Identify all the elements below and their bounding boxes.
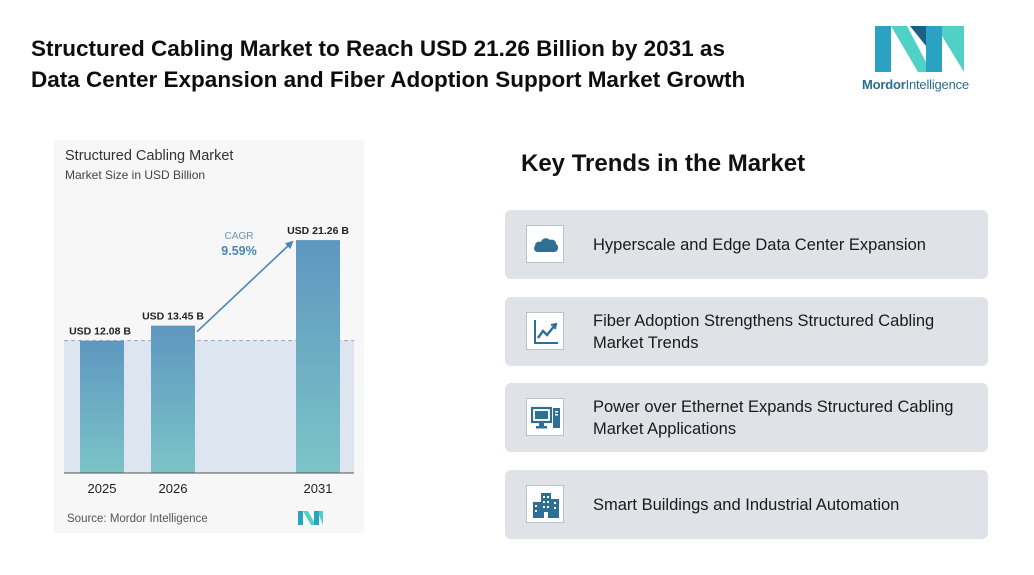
- cagr-value: 9.59%: [221, 244, 256, 258]
- mordor-intelligence-logo-icon: [875, 26, 964, 72]
- chart-subtitle: Market Size in USD Billion: [65, 168, 206, 182]
- trend-card-power-over-ethernet: Power over Ethernet Expands Structured C…: [505, 383, 988, 452]
- bar-2026: [151, 325, 195, 473]
- trend-label: Power over Ethernet Expands Structured C…: [593, 397, 954, 438]
- data-label-2026: USD 13.45 B: [142, 311, 204, 323]
- chart-title: Structured Cabling Market: [65, 148, 234, 164]
- logo-wordmark: MordorIntelligence: [862, 77, 969, 92]
- trend-card-fiber-adoption: Fiber Adoption Strengthens Structured Ca…: [505, 297, 988, 366]
- trend-label: Fiber Adoption Strengthens Structured Ca…: [593, 311, 935, 352]
- page-title-line-1: Structured Cabling Market to Reach USD 2…: [31, 36, 725, 61]
- page-title-line-2: Data Center Expansion and Fiber Adoption…: [31, 67, 746, 92]
- desktop-computer-icon: [526, 398, 564, 436]
- data-label-2031: USD 21.26 B: [287, 225, 349, 237]
- market-size-chart: Structured Cabling Market Market Size in…: [54, 140, 364, 533]
- buildings-icon: [526, 485, 564, 523]
- x-tick-2025: 2025: [88, 481, 117, 496]
- x-tick-2026: 2026: [159, 481, 188, 496]
- mini-logo-icon: [298, 511, 323, 525]
- trend-card-smart-buildings: Smart Buildings and Industrial Automatio…: [505, 470, 988, 539]
- key-trends-heading: Key Trends in the Market: [521, 150, 806, 177]
- trend-card-data-center: Hyperscale and Edge Data Center Expansio…: [505, 210, 988, 279]
- bar-2025: [80, 340, 124, 473]
- cagr-arrow: [196, 240, 294, 333]
- bar-2031: [296, 240, 340, 473]
- cagr-label: CAGR: [225, 231, 254, 242]
- chart-source: Source: Mordor Intelligence: [67, 513, 208, 525]
- cloud-icon: [526, 225, 564, 263]
- line-chart-icon: [526, 312, 564, 350]
- data-label-2025: USD 12.08 B: [69, 326, 131, 338]
- trend-label: Smart Buildings and Industrial Automatio…: [593, 495, 900, 514]
- x-tick-2031: 2031: [304, 481, 333, 496]
- chart-plot: USD 12.08 B 2025 USD 13.45 B 2026 USD 21.26 …: [64, 225, 354, 496]
- page-title: Structured Cabling Market to Reach USD 2…: [31, 33, 831, 95]
- trend-label: Hyperscale and Edge Data Center Expansio…: [593, 235, 926, 254]
